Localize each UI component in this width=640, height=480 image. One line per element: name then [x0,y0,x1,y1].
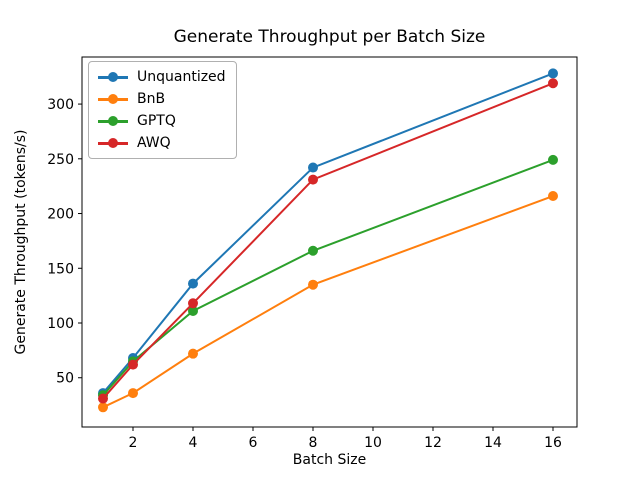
x-tick-label: 16 [544,435,562,451]
legend-item-gptq: GPTQ [98,113,226,129]
x-tick-label: 12 [424,435,442,451]
series-line-bnb [102,195,554,409]
data-point-bnb [188,348,198,359]
y-tick-label: 100 [47,316,74,332]
y-tick-label: 300 [47,97,74,113]
x-tick-label: 10 [364,435,382,451]
legend-label-unquantized: Unquantized [137,69,226,85]
legend-dot-icon [108,138,118,148]
data-point-unquantized [188,278,198,289]
legend-item-bnb: BnB [98,91,226,107]
legend-marker-awq-icon [98,138,128,148]
data-point-bnb [128,388,138,399]
legend-marker-gptq-icon [98,116,128,126]
legend-dot-icon [108,72,118,82]
legend-marker-unquantized-icon [98,72,128,82]
x-axis-label: Batch Size [292,452,367,468]
x-tick-label: 6 [249,435,258,451]
y-tick-label: 200 [47,207,74,223]
data-point-gptq [188,305,198,316]
x-tick-label: 8 [309,435,318,451]
data-point-gptq [548,154,558,165]
data-point-awq [548,78,558,89]
y-tick-label: 250 [47,152,74,168]
axes-frame [81,56,578,428]
legend-label-bnb: BnB [137,91,166,107]
x-tick-label: 2 [129,435,138,451]
legend-item-unquantized: Unquantized [98,69,226,85]
legend-marker-bnb-icon [98,94,128,104]
legend-item-awq: AWQ [98,135,226,151]
legend-label-awq: AWQ [137,135,171,151]
series-line-gptq [102,158,554,396]
data-point-gptq [308,245,318,256]
legend: Unquantized BnB GPTQ AWQ [88,61,237,159]
data-point-awq [188,298,198,309]
x-tick-label: 4 [189,435,198,451]
data-point-awq [98,393,108,404]
y-axis-label: Generate Throughput (tokens/s) [13,129,29,355]
x-tick-label: 14 [484,435,502,451]
data-point-bnb [308,279,318,290]
y-tick-label: 50 [56,371,74,387]
chart-title: Generate Throughput per Batch Size [173,27,486,47]
data-point-awq [128,359,138,370]
data-point-unquantized [548,68,558,79]
data-point-bnb [548,191,558,202]
data-point-awq [308,174,318,185]
legend-label-gptq: GPTQ [137,113,176,129]
legend-dot-icon [108,94,118,104]
data-point-bnb [98,402,108,413]
data-point-unquantized [308,162,318,173]
legend-dot-icon [108,116,118,126]
y-tick-label: 150 [47,261,74,277]
